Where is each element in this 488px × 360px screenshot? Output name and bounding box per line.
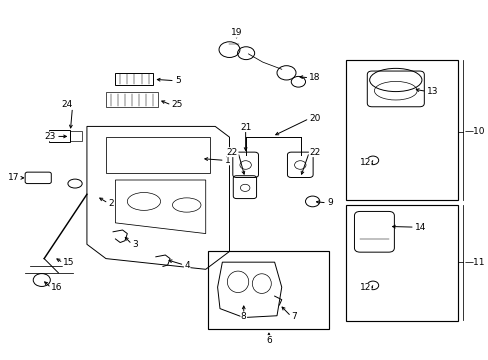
Bar bbox=[115, 73, 153, 85]
Text: 12: 12 bbox=[359, 158, 370, 167]
Bar bbox=[70, 131, 82, 141]
Text: 1: 1 bbox=[224, 156, 230, 165]
Text: 2: 2 bbox=[108, 199, 114, 208]
Text: 18: 18 bbox=[309, 73, 320, 82]
Text: 6: 6 bbox=[265, 336, 271, 345]
Text: 22: 22 bbox=[226, 148, 238, 157]
Text: 9: 9 bbox=[326, 198, 332, 207]
Text: —10: —10 bbox=[464, 127, 484, 136]
Text: 5: 5 bbox=[175, 76, 180, 85]
Bar bbox=[49, 130, 70, 143]
Text: 24: 24 bbox=[61, 100, 73, 109]
Text: 7: 7 bbox=[291, 312, 296, 321]
Text: 25: 25 bbox=[171, 100, 183, 109]
Text: 12: 12 bbox=[359, 283, 370, 292]
Bar bbox=[106, 93, 158, 107]
Text: 14: 14 bbox=[414, 222, 426, 231]
Text: 23: 23 bbox=[44, 132, 56, 141]
Text: 17: 17 bbox=[8, 174, 20, 183]
Text: 8: 8 bbox=[241, 312, 246, 321]
Text: 13: 13 bbox=[426, 87, 437, 96]
Text: 20: 20 bbox=[309, 114, 320, 123]
Text: 16: 16 bbox=[51, 283, 62, 292]
Text: 21: 21 bbox=[240, 123, 251, 132]
Text: 4: 4 bbox=[184, 261, 189, 270]
Text: 22: 22 bbox=[309, 148, 320, 157]
Text: —11: —11 bbox=[464, 258, 484, 267]
Text: 19: 19 bbox=[230, 28, 242, 37]
Text: 3: 3 bbox=[132, 240, 138, 249]
Text: 15: 15 bbox=[63, 258, 75, 267]
